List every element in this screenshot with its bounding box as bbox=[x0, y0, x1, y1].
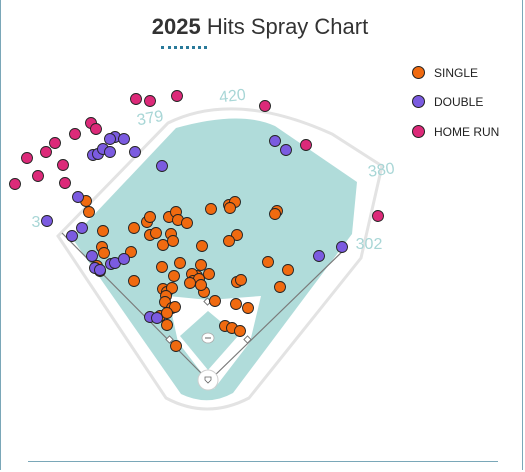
hit-point-single bbox=[231, 229, 243, 241]
hit-point-single bbox=[203, 268, 215, 280]
hit-point-single bbox=[125, 246, 137, 258]
hit-point-single bbox=[205, 203, 217, 215]
hit-point-single bbox=[97, 225, 109, 237]
hit-point-single bbox=[262, 256, 274, 268]
hit-point-double bbox=[151, 312, 163, 324]
hit-point-single bbox=[83, 206, 95, 218]
home-plate bbox=[204, 376, 212, 384]
hit-point-double bbox=[280, 144, 292, 156]
hit-point-single bbox=[184, 277, 196, 289]
hit-point-home-run bbox=[40, 146, 52, 158]
hit-point-home-run bbox=[171, 90, 183, 102]
hit-point-single bbox=[224, 202, 236, 214]
foul-line-right bbox=[208, 246, 348, 382]
legend-swatch-single bbox=[412, 66, 425, 79]
hit-point-single bbox=[98, 247, 110, 259]
hit-point-single bbox=[156, 261, 168, 273]
hit-point-home-run bbox=[49, 137, 61, 149]
legend-label-home-run: HOME RUN bbox=[434, 125, 500, 139]
hit-point-home-run bbox=[69, 128, 81, 140]
title-year: 2025 bbox=[151, 14, 201, 39]
hit-point-single bbox=[235, 274, 247, 286]
legend-swatch-double bbox=[412, 95, 425, 108]
hit-point-double bbox=[313, 250, 325, 262]
hit-point-double bbox=[94, 264, 106, 276]
hit-point-home-run bbox=[259, 100, 271, 112]
hit-point-double bbox=[66, 230, 78, 242]
hit-point-single bbox=[128, 222, 140, 234]
hit-point-home-run bbox=[372, 210, 384, 222]
hit-point-single bbox=[269, 208, 281, 220]
hit-point-home-run bbox=[130, 93, 142, 105]
hit-point-double bbox=[156, 160, 168, 172]
bottom-rule bbox=[28, 461, 498, 462]
hit-point-single bbox=[274, 281, 286, 293]
distance-label-left-field: 3 bbox=[32, 214, 41, 231]
hit-point-single bbox=[128, 275, 140, 287]
hit-point-single bbox=[144, 211, 156, 223]
hit-point-home-run bbox=[144, 95, 156, 107]
hit-point-home-run bbox=[90, 123, 102, 135]
legend-label-single: SINGLE bbox=[434, 66, 479, 80]
hit-point-single bbox=[174, 257, 186, 269]
title-text: Hits Spray Chart bbox=[200, 14, 369, 39]
hit-point-single bbox=[170, 340, 182, 352]
hit-point-double bbox=[86, 250, 98, 262]
hit-point-single bbox=[168, 270, 180, 282]
hit-point-double bbox=[104, 146, 116, 158]
hit-point-single bbox=[161, 319, 173, 331]
hit-point-single bbox=[195, 279, 207, 291]
hit-point-single bbox=[157, 239, 169, 251]
hit-point-double bbox=[129, 146, 141, 158]
hit-point-single bbox=[195, 259, 207, 271]
outfield-grass bbox=[72, 118, 357, 401]
hit-point-double bbox=[118, 253, 130, 265]
distance-label-center: 420 bbox=[218, 87, 246, 107]
hit-points bbox=[9, 90, 384, 352]
legend-swatch-home-run bbox=[412, 125, 425, 138]
hit-point-single bbox=[282, 264, 294, 276]
hit-point-double bbox=[41, 215, 53, 227]
hit-point-double bbox=[269, 135, 281, 147]
first-base bbox=[243, 335, 252, 344]
legend-label-double: DOUBLE bbox=[434, 95, 484, 109]
hit-point-double bbox=[104, 133, 116, 145]
hit-point-double bbox=[76, 222, 88, 234]
distance-label-right-field: 302 bbox=[356, 236, 383, 253]
hit-point-single bbox=[196, 240, 208, 252]
hit-point-home-run bbox=[57, 159, 69, 171]
third-base bbox=[165, 335, 174, 344]
chart-title: 2025 Hits Spray Chart bbox=[0, 14, 520, 40]
hit-point-home-run bbox=[9, 178, 21, 190]
hit-point-single bbox=[234, 325, 246, 337]
hit-point-single bbox=[223, 235, 235, 247]
hit-point-home-run bbox=[59, 177, 71, 189]
title-underline bbox=[161, 46, 207, 49]
distance-label-left-center: 379 bbox=[136, 108, 165, 129]
hit-point-single bbox=[209, 295, 221, 307]
distance-label-right-center: 380 bbox=[367, 160, 396, 181]
hit-point-single bbox=[161, 307, 173, 319]
hit-point-home-run bbox=[300, 139, 312, 151]
hit-point-single bbox=[169, 301, 181, 313]
hit-point-single bbox=[150, 227, 162, 239]
hit-point-single bbox=[242, 302, 254, 314]
hit-point-double bbox=[72, 191, 84, 203]
hit-point-single bbox=[181, 217, 193, 229]
hit-point-double bbox=[118, 133, 130, 145]
hit-point-home-run bbox=[32, 170, 44, 182]
hit-point-double bbox=[336, 241, 348, 253]
hit-point-single bbox=[230, 298, 242, 310]
hit-point-single bbox=[167, 235, 179, 247]
hit-point-single bbox=[166, 282, 178, 294]
hit-point-home-run bbox=[21, 152, 33, 164]
